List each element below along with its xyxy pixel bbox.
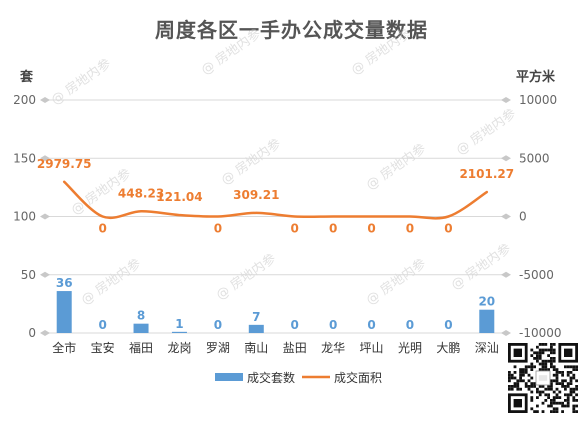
watermark-layer: @ 房地内参 @ 房地内参 @ 房地内参 @ 房地内参 @ 房地内参 @ 房地内参 @ 房地… [48, 26, 519, 309]
legend-label: 成交套数 [247, 370, 295, 385]
line-value-label: 0 [98, 222, 106, 236]
watermark-text: @ 房地内参 [78, 256, 144, 309]
line-value-label: 2979.75 [37, 157, 92, 171]
category-label: 龙岗 [167, 341, 191, 355]
bar-value-label: 1 [175, 317, 183, 331]
left-axis-tick-label: 0 [28, 326, 36, 340]
category-label: 福田 [129, 340, 153, 355]
watermark-text: @ 房地内参 [448, 241, 514, 294]
bar [171, 331, 187, 333]
left-axis-tick-label: 100 [13, 210, 36, 224]
right-axis-tick-label: 10000 [519, 93, 557, 107]
left-axis-tick-marker [40, 97, 50, 103]
left-axis-unit: 套 [20, 70, 34, 85]
bar-value-label: 0 [444, 318, 452, 332]
right-axis-unit: 平方米 [516, 70, 556, 85]
line-value-label: 2101.27 [459, 167, 514, 181]
right-axis-tick-marker [501, 155, 511, 162]
line-value-label: 448.23 [118, 186, 164, 200]
right-axis-tick-label: -5000 [519, 268, 554, 282]
line-value-label: 0 [329, 222, 337, 236]
bar-value-label: 0 [406, 318, 414, 332]
line-value-label: 309.21 [233, 188, 279, 202]
bar [248, 324, 264, 333]
bar-value-label: 0 [291, 318, 299, 332]
right-axis-tick-marker [501, 97, 511, 103]
line-value-label: 0 [214, 222, 222, 236]
watermark-text: @ 房地内参 [198, 26, 264, 79]
bar-value-label: 0 [214, 318, 222, 332]
line-value-label: 0 [444, 222, 452, 236]
left-axis-tick-label: 200 [13, 93, 36, 107]
left-axis-tick-label: 50 [21, 268, 36, 282]
bar-value-label: 8 [137, 309, 145, 323]
bar [479, 309, 495, 333]
right-axis-tick-label: -10000 [519, 326, 562, 340]
bar-value-label: 7 [252, 310, 260, 324]
right-axis-tick-marker [501, 213, 511, 220]
right-axis-tick-marker [501, 271, 511, 278]
legend-label: 成交面积 [334, 370, 382, 385]
bar-series [56, 291, 495, 333]
watermark-text: @ 房地内参 [218, 136, 284, 189]
line-value-label: 0 [406, 222, 414, 236]
category-label: 盐田 [283, 341, 307, 355]
category-axis: 全市 宝安 福田 龙岗 罗湖 南山 盐田 龙华 坪山 光明 大鹏 深汕 [52, 340, 499, 355]
gridlines [45, 99, 506, 334]
category-label: 深汕 [475, 341, 499, 355]
bar-value-label: 0 [98, 318, 106, 332]
right-axis-tick-label: 5000 [519, 151, 550, 165]
category-label: 全市 [52, 340, 76, 355]
legend: 成交套数 成交面积 [215, 370, 382, 385]
watermark-text: @ 房地内参 [213, 251, 279, 304]
bar-value-label: 20 [478, 295, 495, 309]
watermark-text: @ 房地内参 [348, 26, 414, 79]
right-axis-tick-marker [501, 330, 511, 336]
bar [133, 323, 149, 333]
category-label: 龙华 [321, 341, 345, 355]
left-axis-tick-marker [40, 271, 50, 278]
left-axis-tick-marker [40, 330, 50, 336]
bar-value-label: 0 [329, 318, 337, 332]
right-axis-tick-label: 0 [519, 210, 527, 224]
left-axis-tick-marker [40, 155, 50, 162]
left-axis-tick-marker [40, 213, 50, 220]
watermark-text: @ 房地内参 [453, 106, 519, 159]
chart-title: 周度各区一手办公成交量数据 [155, 18, 428, 42]
legend-swatch-bar [215, 373, 243, 381]
left-axis-tick-label: 150 [13, 151, 36, 165]
watermark-text: @ 房地内参 [363, 141, 429, 194]
qr-code-icon [508, 343, 578, 413]
area-line [62, 180, 489, 220]
watermark-text: @ 房地内参 [363, 256, 429, 309]
line-value-label: 0 [291, 222, 299, 236]
bar-value-label: 36 [56, 276, 73, 290]
bar-value-label: 0 [367, 318, 375, 332]
bar [56, 291, 72, 333]
category-label: 罗湖 [206, 340, 230, 355]
category-label: 宝安 [91, 340, 115, 355]
category-label: 大鹏 [436, 341, 460, 355]
category-label: 南山 [244, 340, 268, 355]
line-series [62, 180, 489, 220]
line-value-label: 0 [367, 222, 375, 236]
category-label: 光明 [398, 341, 422, 355]
category-label: 坪山 [360, 341, 384, 355]
line-value-label: 121.04 [156, 190, 202, 204]
